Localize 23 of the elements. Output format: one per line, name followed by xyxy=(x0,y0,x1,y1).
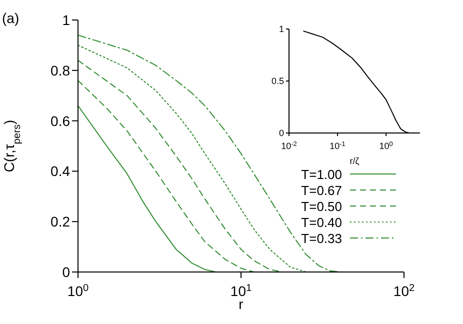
x-axis-title: r xyxy=(238,296,244,312)
x-tick-label: 10$^{2}$ xyxy=(393,282,415,299)
y-tick-label: 1 xyxy=(278,24,284,34)
x-tick-label: 10$^{0}$ xyxy=(67,282,89,299)
legend-label: T=0.40 xyxy=(301,214,342,230)
y-tick-label: 0 xyxy=(278,128,284,138)
y-tick-label: 0.8 xyxy=(50,62,70,78)
x-tick-label: 10$^{0}$ xyxy=(379,140,394,151)
x-tick-label: 10$^{-2}$ xyxy=(281,140,298,151)
legend-label: T=0.50 xyxy=(301,198,342,214)
legend-label: T=0.67 xyxy=(301,182,342,198)
y-tick-label: 1 xyxy=(62,12,70,28)
x-tick-label: 10$^{-1}$ xyxy=(330,140,346,151)
x-axis-title: r/ζ xyxy=(350,156,360,166)
y-tick-label: 0.6 xyxy=(50,112,70,129)
legend-label: T=1.00 xyxy=(301,166,342,182)
x-tick-label: 10$^{1}$ xyxy=(230,282,252,299)
y-tick-label: 0.5 xyxy=(271,76,284,86)
y-tick-label: 0 xyxy=(62,264,70,280)
y-tick-label: 0.4 xyxy=(50,163,70,180)
y-tick-label: 0.2 xyxy=(50,214,70,230)
text: (a) xyxy=(2,10,20,26)
legend-label: T=0.33 xyxy=(301,230,342,246)
